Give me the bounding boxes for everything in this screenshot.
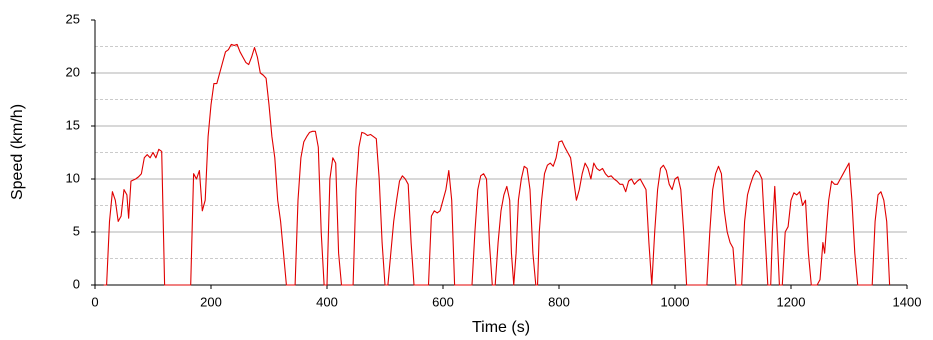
y-tick-label: 15 xyxy=(66,117,80,132)
y-tick-label: 5 xyxy=(73,223,80,238)
x-tick-label: 0 xyxy=(91,294,98,309)
x-tick-label: 400 xyxy=(316,294,338,309)
y-tick-label: 10 xyxy=(66,170,80,185)
x-tick-label: 800 xyxy=(548,294,570,309)
y-axis-label: Speed (km/h) xyxy=(9,104,26,200)
x-tick-label: 1200 xyxy=(777,294,806,309)
x-axis-label: Time (s) xyxy=(472,319,530,336)
x-tick-label: 200 xyxy=(200,294,222,309)
x-tick-label: 1000 xyxy=(661,294,690,309)
y-tick-label: 20 xyxy=(66,64,80,79)
x-tick-label: 600 xyxy=(432,294,454,309)
speed-line xyxy=(103,43,891,286)
y-tick-label: 0 xyxy=(73,276,80,291)
x-tick-label: 1400 xyxy=(893,294,922,309)
y-tick-label: 25 xyxy=(66,11,80,26)
